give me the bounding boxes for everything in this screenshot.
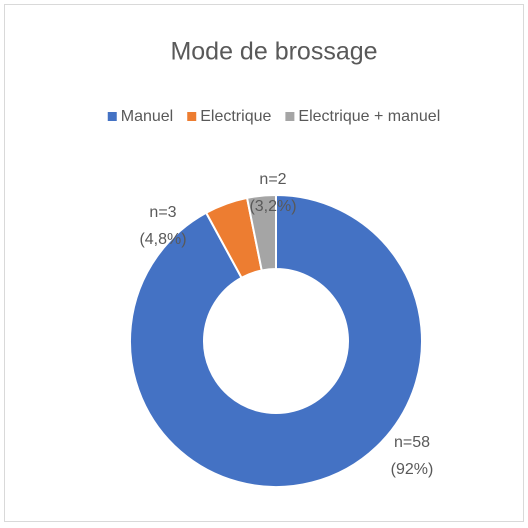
legend-swatch: [187, 112, 197, 121]
data-label: n=58: [394, 434, 430, 451]
data-label: (92%): [391, 461, 434, 478]
donut-slice: [129, 193, 423, 488]
legend-swatch: [107, 112, 117, 121]
data-label: n=2: [259, 171, 286, 188]
data-label: (3,2%): [249, 198, 296, 215]
chart-title: Mode de brossage: [170, 38, 377, 66]
data-label: n=3: [149, 204, 176, 221]
legend-label: Electrique + manuel: [298, 108, 440, 125]
legend-label: Manuel: [121, 108, 173, 125]
legend-swatch: [285, 112, 295, 121]
data-label: (4,8%): [139, 231, 186, 248]
donut-slice: [245, 193, 277, 272]
legend-label: Electrique: [200, 108, 271, 125]
